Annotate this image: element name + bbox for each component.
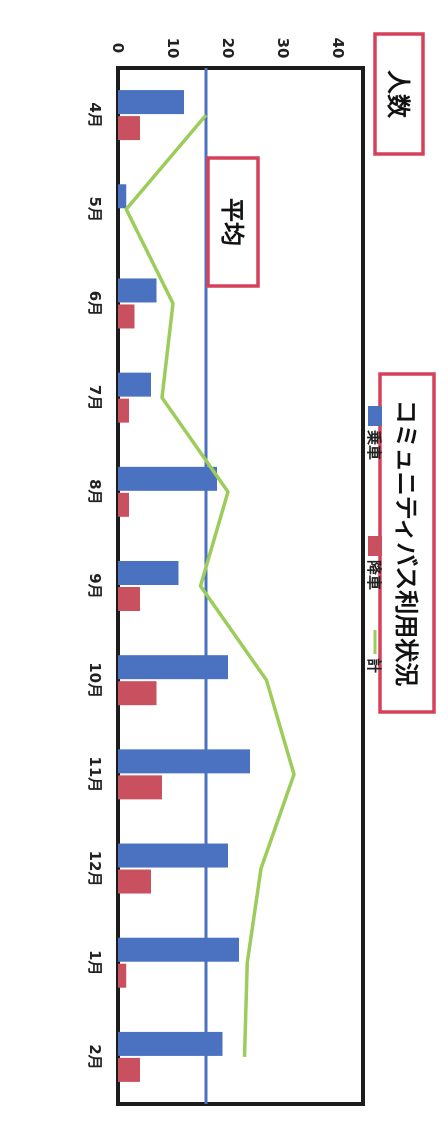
bar-boarding-8 bbox=[118, 749, 250, 774]
y-tick-label: 40 bbox=[329, 38, 347, 59]
bar-alighting-11 bbox=[118, 1057, 140, 1082]
bar-alighting-3 bbox=[118, 304, 135, 329]
ylabel: 人数 bbox=[384, 70, 412, 119]
bar-alighting-5 bbox=[118, 492, 129, 517]
bar-boarding-2 bbox=[118, 184, 127, 209]
category-label: 2月 bbox=[86, 1044, 104, 1069]
category-label: 9月 bbox=[86, 573, 104, 598]
legend-swatch-alighting bbox=[368, 536, 382, 556]
bar-boarding-5 bbox=[118, 466, 217, 491]
legend: 乗車 降車 計 bbox=[365, 406, 383, 673]
category-label: 8月 bbox=[86, 479, 104, 504]
category-label: 4月 bbox=[86, 102, 104, 127]
y-tick-label: 0 bbox=[109, 43, 127, 53]
y-tick-label: 20 bbox=[219, 38, 237, 59]
bar-alighting-7 bbox=[118, 681, 157, 706]
chart-title: コミュニティバス利用状況 bbox=[392, 400, 420, 687]
y-tick-label: 30 bbox=[274, 38, 292, 59]
bar-alighting-1 bbox=[118, 116, 140, 141]
bar-alighting-10 bbox=[118, 963, 127, 988]
legend-swatch-boarding bbox=[368, 406, 382, 426]
category-label: 5月 bbox=[86, 197, 104, 222]
category-label: 11月 bbox=[86, 756, 104, 792]
category-label: 6月 bbox=[86, 291, 104, 316]
bar-boarding-4 bbox=[118, 372, 151, 397]
bar-boarding-7 bbox=[118, 655, 228, 680]
legend-label-boarding: 乗車 bbox=[365, 430, 383, 460]
bar-boarding-10 bbox=[118, 937, 239, 962]
bar-alighting-8 bbox=[118, 775, 162, 800]
bar-boarding-6 bbox=[118, 561, 179, 585]
bar-alighting-4 bbox=[118, 398, 129, 423]
bar-boarding-9 bbox=[118, 843, 228, 868]
category-label: 1月 bbox=[86, 950, 104, 975]
ylabel-box bbox=[373, 32, 425, 156]
legend-label-alighting: 降車 bbox=[365, 560, 383, 590]
category-label: 7月 bbox=[86, 385, 104, 410]
bar-alighting-9 bbox=[118, 869, 151, 894]
bar-boarding-3 bbox=[118, 278, 157, 303]
average-label: 平均 bbox=[218, 198, 246, 246]
category-label: 12月 bbox=[86, 851, 104, 887]
total-series-line bbox=[124, 113, 296, 1057]
average-label-box bbox=[206, 156, 260, 288]
y-tick-label: 10 bbox=[164, 38, 182, 59]
legend-label-total: 計 bbox=[365, 658, 383, 673]
bar-alighting-6 bbox=[118, 587, 140, 611]
bar-boarding-11 bbox=[118, 1031, 223, 1056]
category-label: 10月 bbox=[86, 662, 104, 698]
bar-boarding-1 bbox=[118, 90, 184, 115]
